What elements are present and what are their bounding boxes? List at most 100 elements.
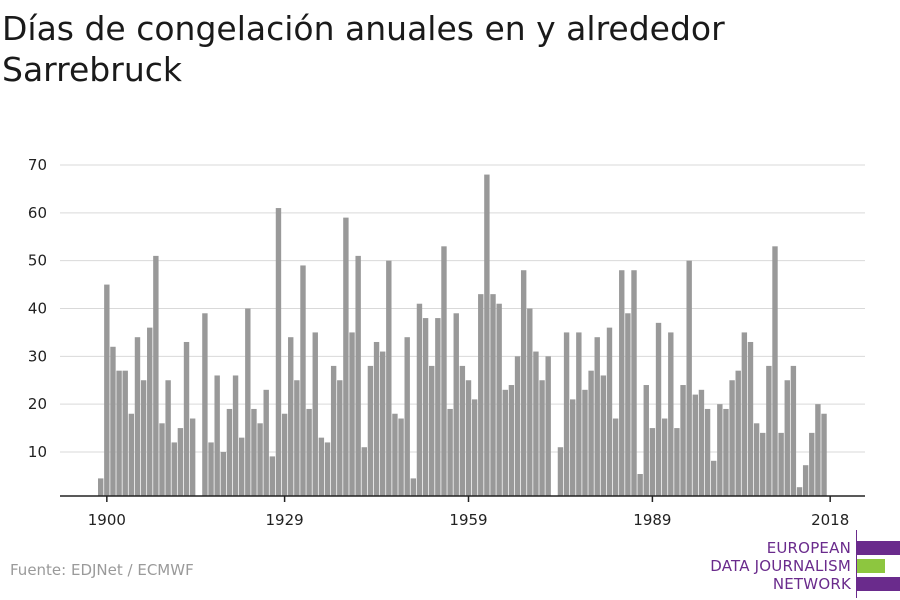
bar xyxy=(661,418,668,496)
bar xyxy=(809,432,815,496)
bar xyxy=(355,255,361,496)
bar xyxy=(520,270,527,496)
bar xyxy=(281,413,288,496)
bar xyxy=(729,380,735,496)
y-tick-label: 70 xyxy=(28,156,47,174)
edjnet-logo[interactable]: EUROPEAN DATA JOURNALISM NETWORK xyxy=(700,530,900,600)
bar xyxy=(263,389,269,496)
bar xyxy=(245,308,251,496)
bar xyxy=(294,380,300,496)
bar xyxy=(275,208,282,497)
bar xyxy=(312,332,318,496)
bar xyxy=(226,408,233,496)
bar xyxy=(815,404,821,496)
bar xyxy=(594,337,600,496)
bar xyxy=(717,404,723,496)
y-tick-label: 30 xyxy=(28,347,47,365)
bar xyxy=(447,408,453,496)
bar xyxy=(655,322,662,496)
bar xyxy=(324,442,331,496)
bar xyxy=(140,380,147,496)
bar xyxy=(202,313,208,496)
bar xyxy=(606,327,613,496)
bar xyxy=(214,375,220,496)
bar xyxy=(570,399,576,496)
logo-line-3: NETWORK xyxy=(772,575,851,593)
bar xyxy=(422,318,429,496)
bar xyxy=(220,452,226,496)
bars xyxy=(98,174,827,497)
bar xyxy=(686,260,692,496)
y-tick-label: 20 xyxy=(28,395,47,413)
bar xyxy=(784,380,790,496)
bar xyxy=(251,408,257,496)
bar xyxy=(588,370,594,496)
bar xyxy=(379,351,386,496)
logo-bar-green xyxy=(857,559,885,573)
bar xyxy=(668,332,674,496)
bar xyxy=(165,380,171,496)
bar xyxy=(563,332,570,496)
bar xyxy=(484,174,490,496)
bar xyxy=(147,327,153,496)
chart-title: Días de congelación anuales en y alreded… xyxy=(2,9,725,89)
bar xyxy=(116,370,122,496)
bar xyxy=(796,487,803,496)
bar xyxy=(772,246,778,496)
bar xyxy=(183,341,190,496)
bar xyxy=(631,270,637,496)
bar xyxy=(337,380,343,496)
bar xyxy=(778,432,784,496)
bar xyxy=(643,385,649,496)
bar xyxy=(343,217,349,496)
bar xyxy=(527,308,533,496)
y-tick-label: 10 xyxy=(28,443,47,461)
bar xyxy=(508,385,515,496)
bar xyxy=(257,423,263,496)
bar xyxy=(766,365,772,496)
bar xyxy=(153,255,159,496)
bar xyxy=(361,447,367,496)
bar xyxy=(159,423,165,496)
bar xyxy=(177,428,184,496)
bar xyxy=(545,356,551,496)
bar xyxy=(429,365,435,496)
bar xyxy=(496,303,502,496)
bar xyxy=(441,246,447,496)
y-tick-label: 40 xyxy=(28,300,47,318)
bar xyxy=(576,332,582,496)
bar xyxy=(600,375,607,496)
bar xyxy=(582,389,588,496)
bar xyxy=(637,474,643,496)
bar xyxy=(674,428,680,496)
x-tick-label: 2018 xyxy=(811,511,849,529)
bar xyxy=(232,375,239,496)
x-axis-ticks: 1900 1929 1959 1989 2018 xyxy=(88,496,849,529)
bar xyxy=(821,413,827,496)
bar xyxy=(404,337,410,496)
bar xyxy=(557,447,564,496)
bar xyxy=(539,380,545,496)
bar xyxy=(373,341,380,496)
bar xyxy=(98,478,104,496)
bar xyxy=(490,294,496,496)
bar xyxy=(435,318,441,496)
bar xyxy=(753,423,760,496)
bar xyxy=(208,442,214,496)
bar xyxy=(288,337,294,496)
bar xyxy=(741,332,748,496)
x-tick-label: 1929 xyxy=(266,511,304,529)
bar xyxy=(453,313,459,496)
bar xyxy=(649,428,656,496)
bar xyxy=(533,351,539,496)
bar xyxy=(300,265,306,496)
bar xyxy=(410,478,417,496)
bar xyxy=(386,260,392,496)
bar xyxy=(802,465,809,496)
bar xyxy=(318,437,325,496)
bar xyxy=(128,413,135,496)
bar xyxy=(330,365,337,496)
bar xyxy=(416,303,423,496)
bar xyxy=(110,346,116,496)
